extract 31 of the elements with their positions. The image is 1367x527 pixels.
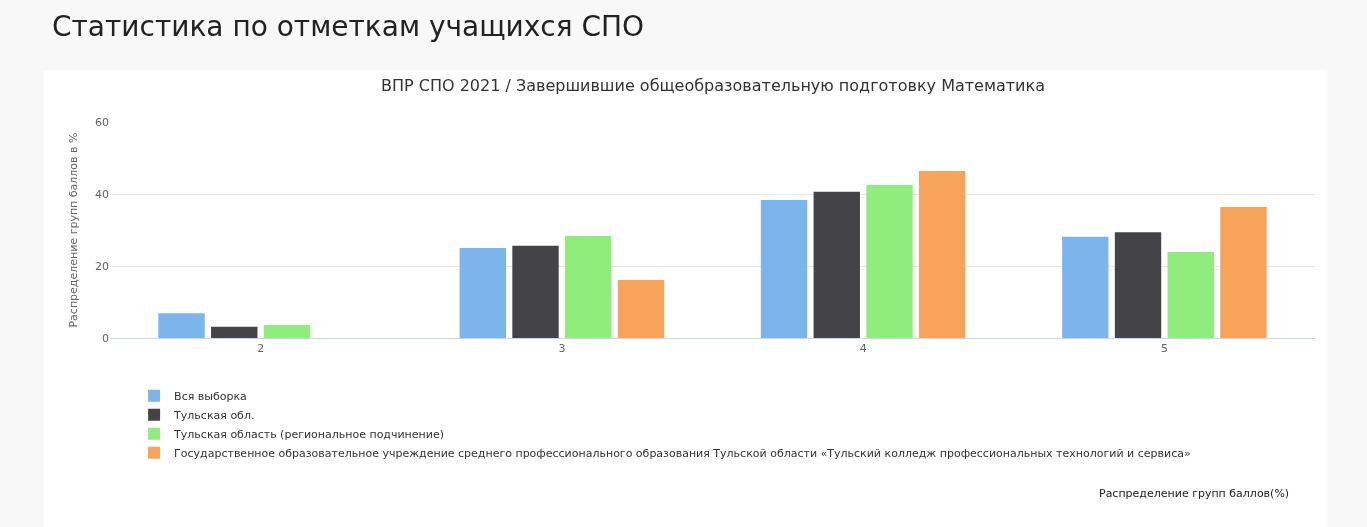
bar bbox=[211, 326, 258, 338]
y-tick-label: 60 bbox=[95, 115, 109, 129]
bar bbox=[459, 248, 506, 338]
bar bbox=[158, 313, 205, 338]
bar bbox=[1114, 232, 1162, 338]
y-axis-title: Распределение групп баллов в % bbox=[66, 132, 80, 328]
x-tick-label: 3 bbox=[558, 342, 566, 356]
bar bbox=[1220, 206, 1267, 338]
bar bbox=[866, 185, 913, 338]
x-tick-label: 2 bbox=[257, 342, 265, 356]
legend-label: Государственное образовательное учреждение среднего профессионального образования Тульской области «Тульский колледж профессиональных технологий и сервиса» bbox=[174, 446, 1191, 460]
text: Распределение групп баллов(%) bbox=[1099, 487, 1290, 500]
x-tick-label: 4 bbox=[859, 342, 867, 356]
legend-label: Тульская обл. bbox=[173, 408, 255, 422]
bar bbox=[565, 236, 612, 338]
chart-subtitle: ВПР СПО 2021 / Завершившие общеобразовательную подготовку Математика bbox=[381, 76, 1045, 95]
bar bbox=[1062, 236, 1109, 338]
bar bbox=[813, 191, 860, 338]
bar bbox=[512, 245, 559, 338]
x-tick-label: 5 bbox=[1160, 342, 1168, 356]
bar bbox=[760, 200, 808, 338]
y-tick-label: 0 bbox=[102, 331, 109, 345]
bar bbox=[1167, 251, 1214, 338]
y-tick-label: 20 bbox=[95, 259, 109, 273]
y-tick-label: 40 bbox=[95, 187, 109, 201]
legend-label: Вся выборка bbox=[174, 389, 247, 403]
chart-title: Статистика по отметкам учащихся СПО bbox=[52, 10, 645, 43]
bar bbox=[919, 170, 966, 338]
legend-label: Тульская область (региональное подчинение) bbox=[173, 427, 444, 441]
bar bbox=[263, 325, 311, 338]
bar bbox=[617, 280, 665, 338]
